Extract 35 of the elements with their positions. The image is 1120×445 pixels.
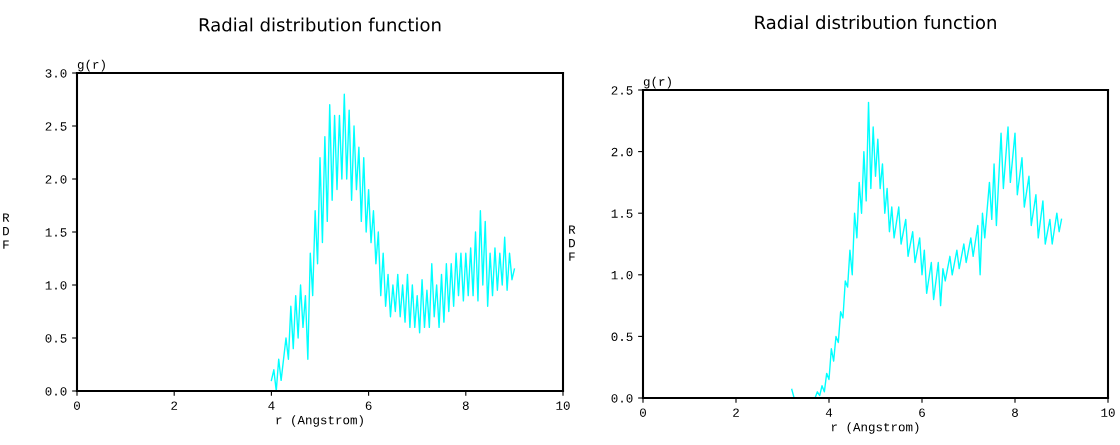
x-tick-label: 0: [640, 408, 646, 417]
x-tick-label: 6: [365, 401, 372, 410]
y-tick-label: 3.0: [45, 69, 67, 78]
x-tick-label: 0: [74, 401, 80, 410]
y-tick-label: 2.5: [611, 86, 633, 95]
x-tick-label: 10: [1101, 408, 1115, 417]
x-tick-label: 6: [919, 408, 925, 417]
y-tick-label: 2.0: [45, 175, 67, 184]
text: g(r): [77, 59, 105, 72]
text: g(r): [643, 76, 671, 89]
line-series: [791, 101, 1063, 398]
x-tick-label: 4: [825, 408, 833, 417]
y-tick-label: 1.5: [611, 209, 633, 218]
y-tick-label: 1.0: [45, 281, 67, 290]
y-axis-title: RDF: [569, 225, 576, 261]
x-axis-title: r (Angstrom): [831, 422, 919, 434]
x-tick-label: 8: [1012, 408, 1018, 417]
chart-title: Radial distribution function: [199, 17, 441, 32]
y-tick-label: 0.0: [611, 394, 633, 403]
y-tick-label: 0.5: [45, 334, 67, 343]
x-tick-label: 2: [171, 401, 178, 410]
y-tick-label: 0.0: [45, 387, 67, 396]
chart-title: Radial distribution function: [755, 15, 996, 30]
x-axis-title: r (Angstrom): [276, 415, 363, 427]
x-tick-label: 4: [268, 401, 275, 410]
y-tick-label: 2.5: [45, 122, 67, 131]
y-axis-title: RDF: [3, 213, 10, 249]
line-series: [270, 93, 516, 391]
x-tick-label: 10: [556, 401, 570, 410]
y-tick-label: 0.5: [611, 332, 633, 342]
y-tick-label: 1.5: [45, 228, 67, 237]
x-tick-label: 8: [462, 401, 469, 410]
x-tick-label: 2: [733, 408, 739, 417]
y-tick-label: 1.0: [611, 270, 633, 280]
y-tick-label: 2.0: [611, 147, 633, 157]
